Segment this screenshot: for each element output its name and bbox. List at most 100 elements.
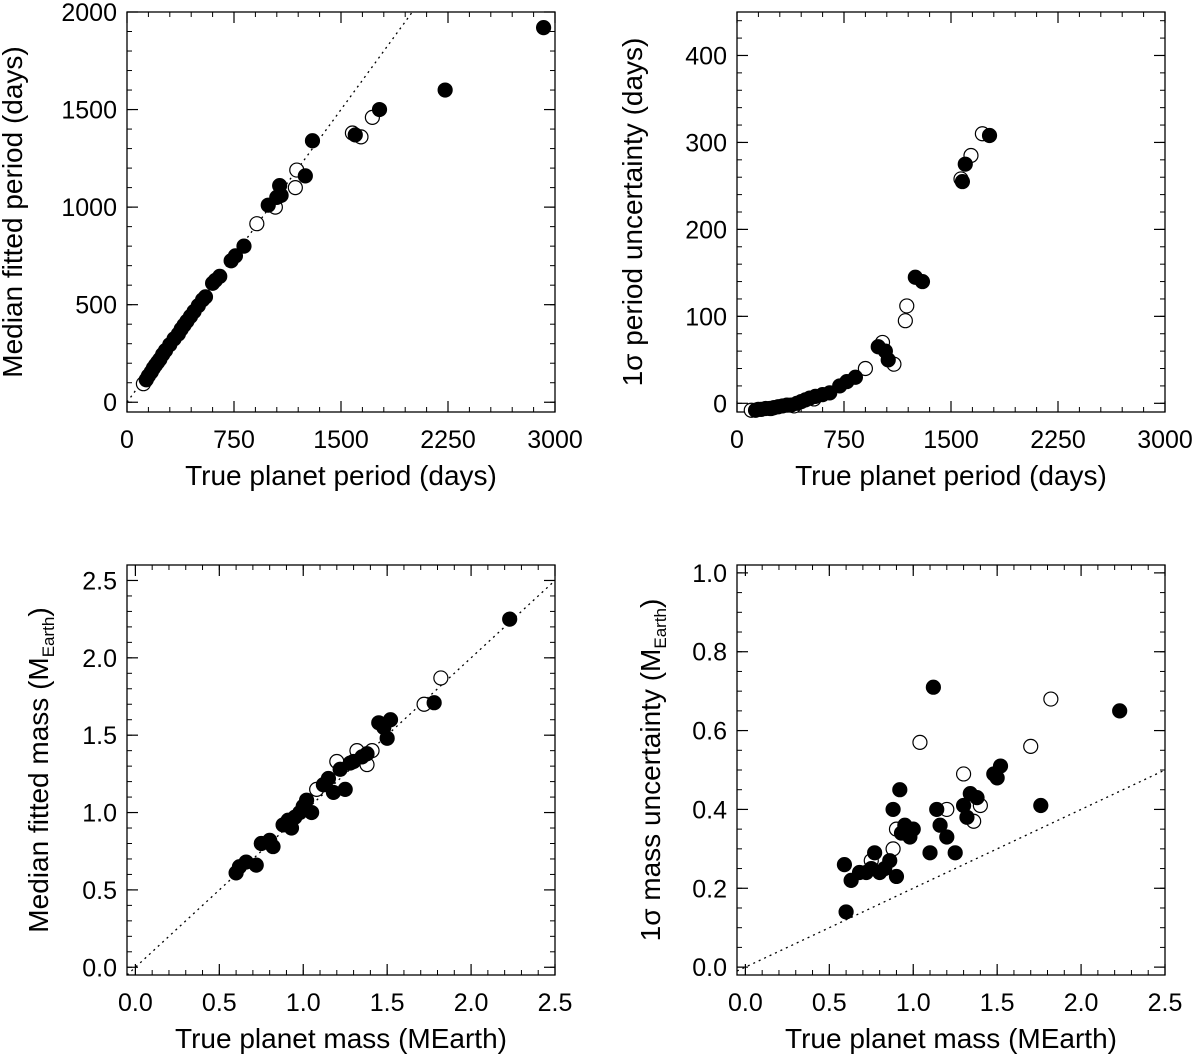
x-axis-label: True planet period (days) [185,460,497,491]
x-tick-label: 1.5 [370,989,405,1017]
panel-mass-median: 0.0 0.5 1.0 1.5 2.0 2.5 0.0 0.5 1.0 1.5 2.0 2.5 True… [23,564,573,1054]
filled-data-point [929,801,945,818]
filled-data-point [947,845,963,861]
x-tick-label: 2.5 [538,989,573,1017]
filled-data-point [297,168,313,184]
panel-mass-uncertainty: 0.0 0.5 1.0 1.5 2.0 2.5 0.0 0.2 0.4 0.6 0.8 1.0 True… [635,560,1182,1054]
filled-data-point [248,857,264,873]
filled-data-point [959,809,975,825]
open-data-point [897,313,913,329]
x-tick-label: 2.0 [454,989,489,1017]
filled-data-point [880,352,896,368]
x-axis-label: True planet mass (MEarth) [175,1023,507,1054]
x-axis-label: True planet period (days) [795,460,1107,491]
x-axis-label: True planet mass (MEarth) [785,1023,1117,1054]
y-tick-label: 100 [685,303,727,331]
plot-frame [126,11,556,413]
x-tick-label: 0 [120,426,134,454]
x-tick-label: 2.0 [1064,989,1099,1017]
filled-data-point [888,868,905,885]
x-tick-label: 0.0 [728,989,763,1017]
filled-data-point [925,679,941,695]
y-tick-label: 1500 [61,97,117,125]
x-tick-label: 750 [823,426,865,454]
panel-period-uncertainty: 0 750 1500 2250 3000 0 100 200 300 400 True planet… [617,11,1193,491]
y-tick-label: 300 [685,129,727,157]
x-tick-label: 1.0 [896,989,931,1017]
x-tick-label: 3000 [1137,426,1193,454]
y-axis-label: 1σ mass uncertainty (MEarth) [635,599,670,942]
y-tick-label: 1.5 [82,722,117,750]
filled-data-point [197,289,214,305]
filled-data-point [867,845,883,861]
filled-data-point [838,904,854,920]
filled-data-point [304,804,320,821]
open-data-point [899,298,915,314]
x-tick-label: 0.5 [202,989,237,1017]
y-axis-label: Median fitted period (days) [0,46,28,378]
filled-data-point [273,187,289,204]
x-tick-label: 0.0 [118,989,153,1017]
filled-data-point [320,770,337,787]
plot-frame [126,564,556,976]
x-tick-label: 0 [730,426,744,454]
filled-data-point [371,101,388,118]
filled-data-point [227,248,244,264]
filled-data-point [304,133,321,149]
y-tick-label: 1.0 [82,800,117,828]
y-tick-label: 2.0 [82,645,117,673]
y-tick-label: 2.5 [82,567,117,595]
filled-data-point [426,695,442,711]
y-axis-label: Median fitted mass (MEarth) [23,607,58,932]
reference-line [127,579,555,975]
filled-data-point [535,20,552,36]
reference-line [737,769,1165,972]
filled-data-point [892,782,908,798]
filled-data-point [337,781,353,797]
y-tick-label: 0.0 [82,954,117,982]
y-tick-label: 1000 [61,194,117,222]
filled-data-point [885,801,901,818]
y-tick-label: 400 [685,42,727,70]
x-tick-label: 1.0 [286,989,321,1017]
reference-line [127,12,414,403]
filled-data-point [382,712,399,728]
filled-data-point [502,611,518,627]
filled-data-point [236,238,252,254]
open-data-point [955,766,972,782]
x-tick-label: 2.5 [1148,989,1183,1017]
filled-data-point [847,369,864,385]
filled-data-point [347,127,363,143]
filled-data-point [922,845,938,861]
filled-data-point [379,730,395,746]
y-tick-label: 0.8 [692,639,727,667]
y-tick-label: 0.4 [692,796,727,824]
x-tick-label: 2250 [1030,426,1086,454]
x-tick-label: 1500 [923,426,979,454]
plot-frame [736,11,1166,413]
filled-data-point [437,82,453,98]
x-tick-label: 2250 [420,426,476,454]
open-data-point [1023,738,1039,754]
filled-data-point [836,857,853,873]
open-data-point [287,180,303,196]
open-data-point [249,216,265,232]
x-tick-label: 0.5 [812,989,847,1017]
panel-period-median: 0 750 1500 2250 3000 0 500 1000 1500 2000 True pla… [0,0,583,491]
plot-frame [736,564,1166,976]
filled-data-point [905,821,921,837]
filled-data-point [882,853,898,869]
x-tick-label: 1500 [313,426,369,454]
y-tick-label: 0.0 [692,954,727,982]
filled-data-point [939,829,955,845]
filled-data-point [1033,797,1049,814]
x-tick-label: 3000 [527,426,583,454]
x-tick-label: 750 [213,426,255,454]
filled-data-point [992,758,1009,774]
y-tick-label: 200 [685,216,727,244]
open-data-point [1043,691,1059,707]
filled-data-point [981,127,998,144]
y-tick-label: 0.2 [692,875,727,903]
filled-data-point [954,173,971,190]
